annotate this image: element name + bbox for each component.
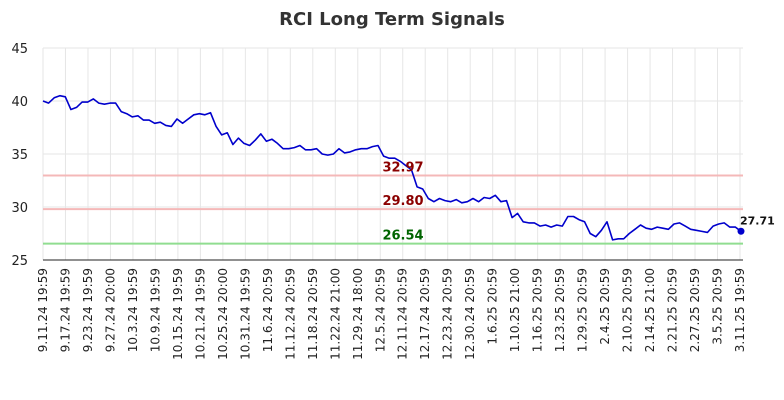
- x-tick-label: 12.11.24 20:59: [396, 268, 410, 360]
- y-tick-label: 25: [11, 254, 28, 269]
- x-tick-label: 9.27.24 20:00: [103, 268, 117, 352]
- level-label: 29.80: [382, 194, 423, 209]
- x-tick-label: 10.3.24 19:59: [126, 268, 140, 352]
- x-tick-label: 10.15.24 19:59: [171, 268, 185, 360]
- x-tick-label: 2.21.25 20:59: [666, 268, 680, 352]
- x-tick-label: 11.12.24 20:59: [283, 268, 297, 360]
- y-tick-label: 30: [11, 201, 28, 216]
- last-value-label: 27.71: [740, 214, 775, 227]
- price-series: [42, 94, 745, 241]
- x-tick-label: 9.11.24 19:59: [36, 268, 50, 352]
- x-tick-label: 12.30.24 20:59: [463, 268, 477, 360]
- x-tick-label: 12.17.24 20:59: [418, 268, 432, 360]
- x-tick-label: 1.10.25 21:00: [508, 268, 522, 352]
- level-labels: 27.71 32.97 29.80 26.54: [382, 161, 774, 244]
- x-tick-label: 1.23.25 20:59: [553, 268, 567, 352]
- level-label: 32.97: [382, 161, 423, 176]
- x-tick-label: 1.29.25 20:59: [576, 268, 590, 352]
- x-tick-label: 10.25.24 20:00: [216, 268, 230, 360]
- x-tick-label: 2.10.25 20:59: [621, 268, 635, 352]
- level-label: 26.54: [382, 229, 423, 244]
- x-tick-label: 10.31.24 19:59: [238, 268, 252, 360]
- x-tick-label: 9.17.24 19:59: [58, 268, 72, 352]
- grid-lines: [42, 47, 743, 261]
- signal-levels: [43, 174, 743, 245]
- y-tick-label: 40: [11, 95, 28, 110]
- x-tick-label: 11.29.24 18:00: [351, 268, 365, 360]
- x-tick-label: 3.11.25 19:59: [733, 268, 747, 352]
- x-axis-ticks: 9.11.24 19:59 9.17.24 19:59 9.23.24 19:59 9…: [36, 268, 747, 360]
- x-tick-label: 11.6.24 20:59: [261, 268, 275, 352]
- x-tick-label: 1.16.25 20:59: [531, 268, 545, 352]
- y-tick-label: 45: [11, 42, 28, 57]
- x-tick-label: 2.14.25 21:00: [643, 268, 657, 352]
- last-value-marker: [737, 227, 745, 235]
- y-tick-label: 35: [11, 148, 28, 163]
- x-tick-label: 12.5.24 20:59: [373, 268, 387, 352]
- x-tick-label: 2.27.25 20:59: [688, 268, 702, 352]
- x-tick-label: 11.22.24 21:00: [328, 268, 342, 360]
- x-tick-label: 12.23.24 20:59: [441, 268, 455, 360]
- x-tick-label: 10.21.24 19:59: [193, 268, 207, 360]
- x-tick-label: 9.23.24 19:59: [81, 268, 95, 352]
- x-tick-label: 3.5.25 20:59: [711, 268, 725, 345]
- y-axis-ticks: 25 30 35 40 45: [11, 42, 28, 269]
- chart-title: RCI Long Term Signals: [279, 9, 505, 30]
- x-tick-label: 2.4.25 20:59: [598, 268, 612, 345]
- x-tick-label: 10.9.24 19:59: [148, 268, 162, 352]
- x-tick-label: 11.18.24 20:59: [306, 268, 320, 360]
- x-tick-label: 1.6.25 20:59: [486, 268, 500, 345]
- series-line: [42, 94, 742, 241]
